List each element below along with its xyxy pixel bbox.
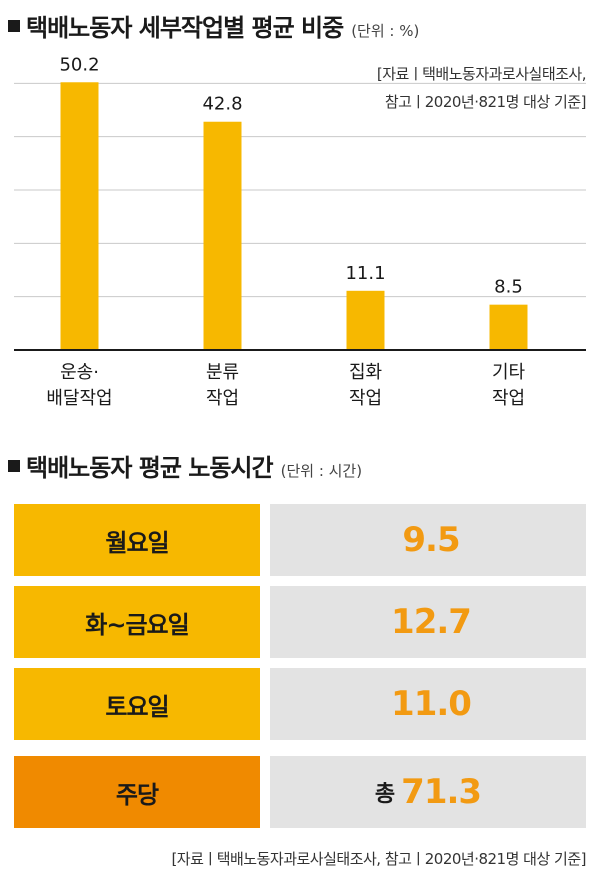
bar: [346, 290, 385, 350]
hours-source-note: [자료ㅣ택배노동자과로사실태조사, 참고ㅣ2020년·821명 대상 기준]: [171, 850, 586, 868]
hours-unit-label: (단위 : 시간): [280, 462, 363, 480]
hours-title-text: 택배노동자 평균 노동시간: [26, 454, 274, 482]
hours-row-value: 9.5: [402, 520, 460, 560]
hours-row-value: 12.7: [391, 602, 472, 642]
hours-row-value-cell: 11.0: [270, 668, 586, 740]
category-label: 분류: [206, 362, 239, 383]
category-label: 작업: [206, 388, 239, 409]
hours-row-label: 토요일: [14, 668, 260, 740]
category-label: 작업: [492, 388, 525, 409]
square-bullet-icon: [8, 19, 20, 32]
hours-row-prefix: 총: [374, 782, 396, 807]
hours-row-label: 월요일: [14, 504, 260, 576]
category-label: 운송·: [60, 362, 99, 383]
hours-row-value: 71.3: [401, 772, 482, 812]
chart-source-note: [자료ㅣ택배노동자과로사실태조사, 참고ㅣ2020년·821명 대상 기준]: [376, 60, 587, 116]
chart-unit-label: (단위 : %): [351, 22, 420, 40]
chart-title-text: 택배노동자 세부작업별 평균 비중: [26, 14, 344, 42]
hours-row-value-cell: 총 71.3: [270, 756, 586, 828]
data-label: 8.5: [494, 277, 523, 298]
hours-row-value: 11.0: [391, 684, 472, 724]
hours-row-label: 주당: [14, 756, 260, 828]
hours-row-value-cell: 9.5: [270, 504, 586, 576]
source-line-2: 참고ㅣ2020년·821명 대상 기준]: [384, 93, 587, 111]
category-label: 배달작업: [46, 388, 112, 409]
data-label: 42.8: [202, 94, 242, 115]
category-label: 집화: [349, 362, 382, 383]
bar: [203, 121, 242, 350]
hours-row-saturday: 토요일 11.0: [14, 668, 586, 740]
chart-title: 택배노동자 세부작업별 평균 비중 (단위 : %): [8, 8, 419, 43]
bar: [489, 304, 528, 350]
hours-row-value-cell: 12.7: [270, 586, 586, 658]
bar: [60, 82, 99, 351]
hours-row-tue-fri: 화~금요일 12.7: [14, 586, 586, 658]
hours-row-monday: 월요일 9.5: [14, 504, 586, 576]
category-label: 작업: [349, 388, 382, 409]
hours-title: 택배노동자 평균 노동시간 (단위 : 시간): [8, 448, 362, 483]
category-label: 기타: [492, 362, 526, 383]
source-line-1: [자료ㅣ택배노동자과로사실태조사,: [376, 65, 587, 83]
square-bullet-icon: [8, 459, 20, 472]
data-label: 50.2: [59, 54, 99, 75]
data-label: 11.1: [345, 263, 385, 284]
hours-row-weekly: 주당 총 71.3: [14, 756, 586, 828]
hours-row-label: 화~금요일: [14, 586, 260, 658]
